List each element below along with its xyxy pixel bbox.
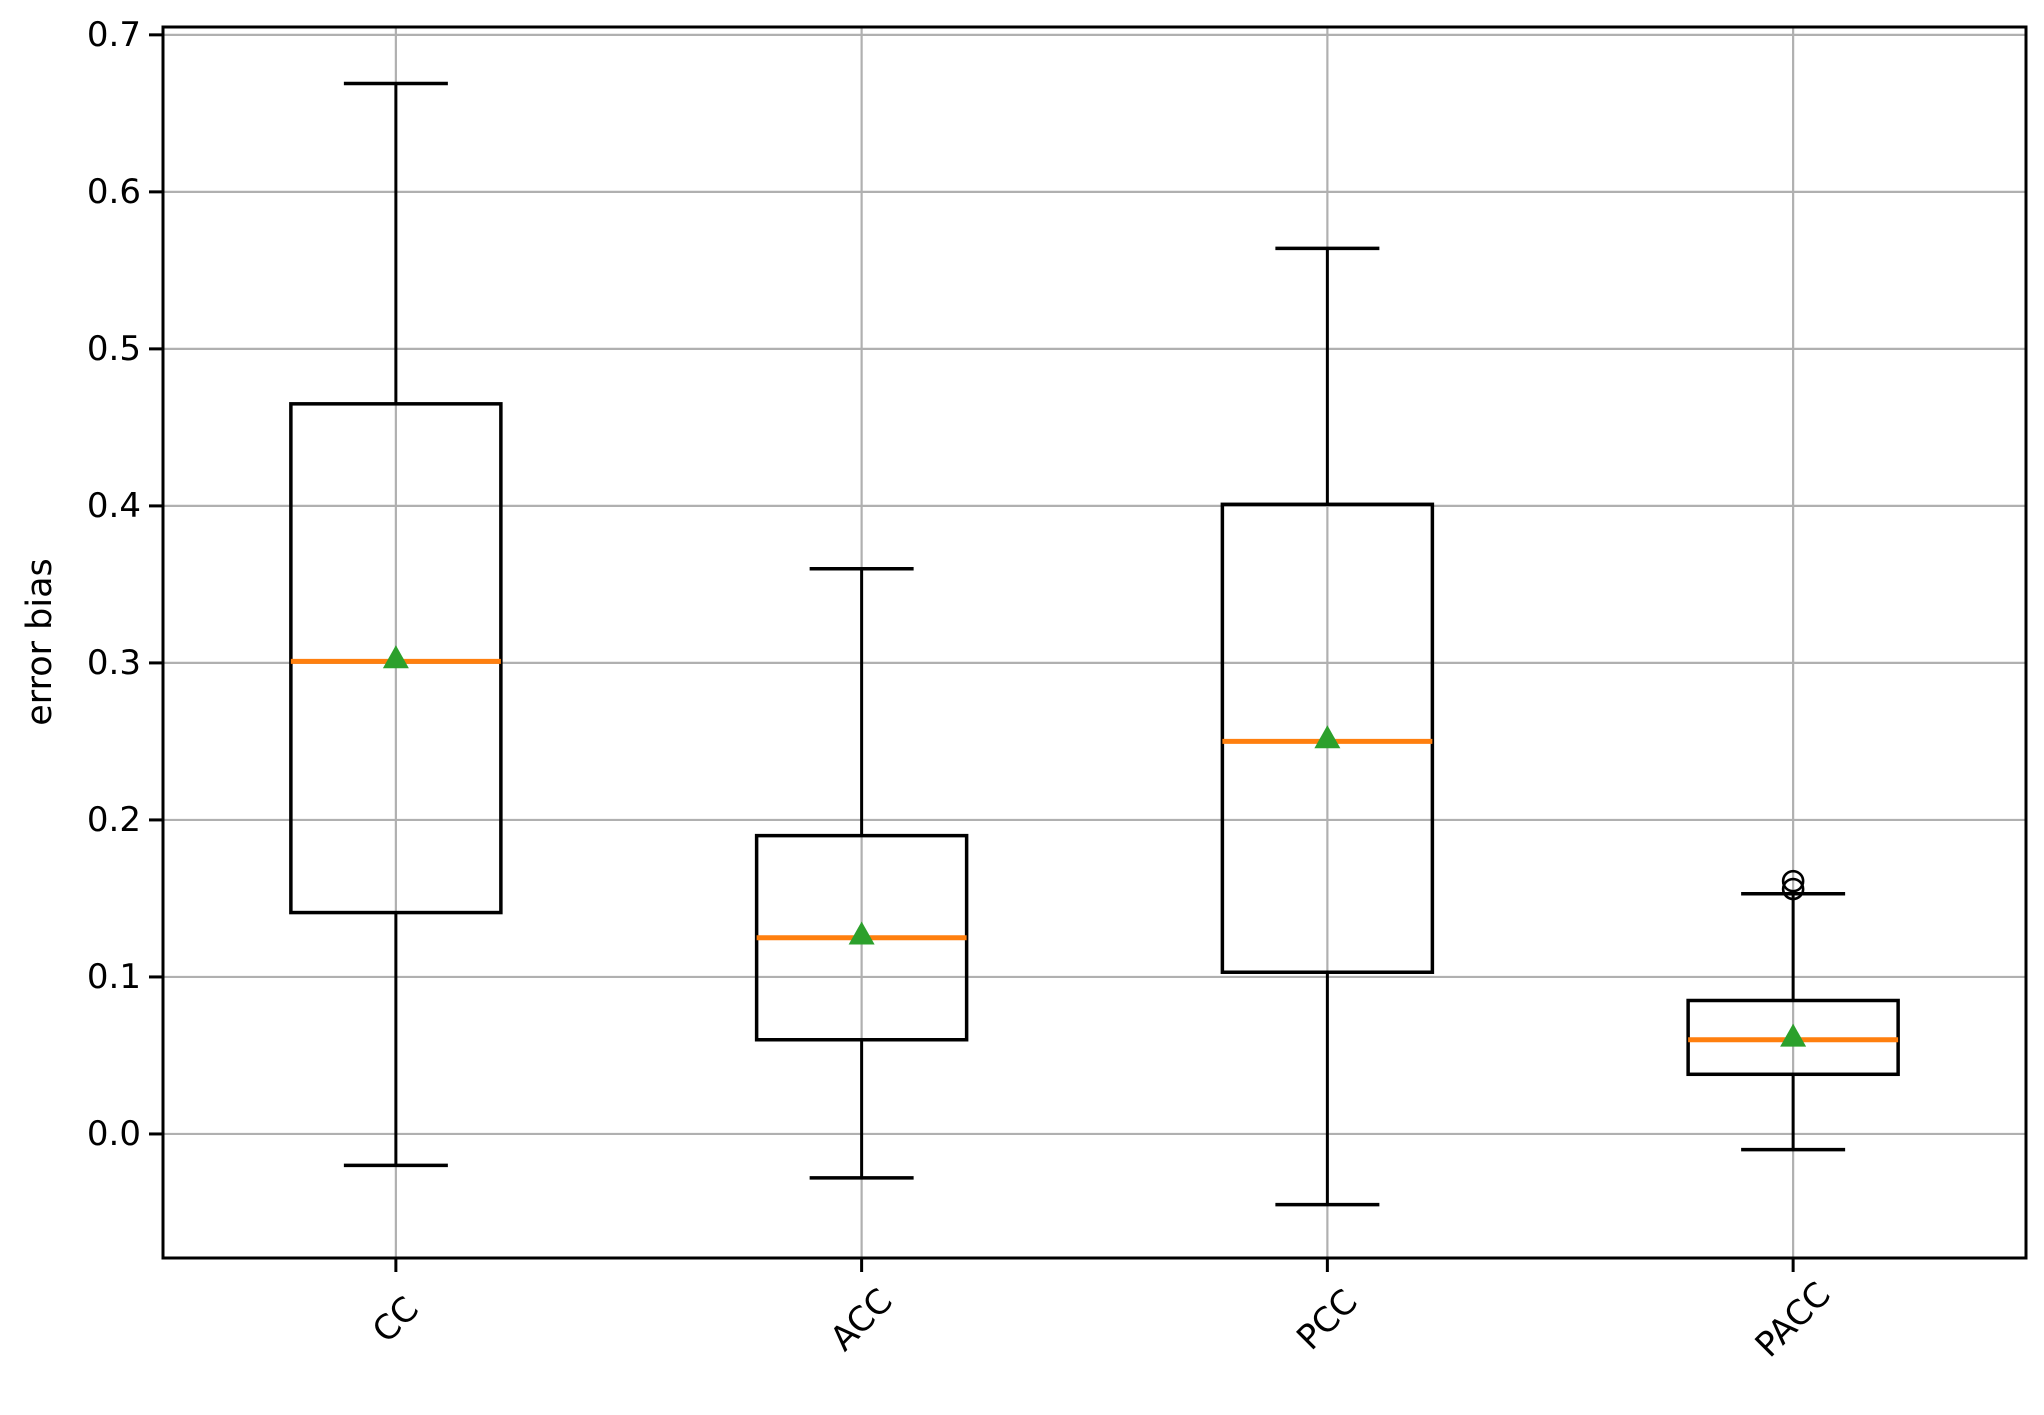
mean-marker xyxy=(1780,1023,1807,1047)
x-tick-label: CC xyxy=(365,1289,427,1351)
y-tick-label: 0.2 xyxy=(87,800,141,840)
box-ACC xyxy=(754,566,969,1180)
y-tick-label: 0.7 xyxy=(87,15,141,55)
x-tick-label: ACC xyxy=(823,1281,901,1359)
outlier-point xyxy=(1781,877,1805,901)
mean-marker xyxy=(382,645,409,669)
y-tick-label: 0.1 xyxy=(87,957,141,997)
mean-marker xyxy=(848,921,875,945)
y-tick-label: 0.0 xyxy=(87,1114,141,1154)
outlier-point xyxy=(1781,869,1805,893)
mean-marker xyxy=(1314,725,1341,749)
x-tick-label: PACC xyxy=(1748,1275,1839,1366)
iqr-box xyxy=(1220,502,1435,974)
data-layer xyxy=(289,81,1900,1207)
box-CC xyxy=(289,81,503,1168)
box-PCC xyxy=(1220,246,1435,1207)
iqr-box xyxy=(289,402,503,915)
y-tick-label: 0.4 xyxy=(87,486,141,526)
axis-layer: 0.0 0.1 0.2 0.3 0.4 0.5 0.6 0.7 CC ACC PCC PACC xyxy=(87,15,2028,1366)
y-tick-label: 0.3 xyxy=(87,643,141,683)
plot-spines xyxy=(161,25,2028,1260)
x-tick-label: PCC xyxy=(1289,1282,1365,1358)
box-PACC xyxy=(1686,869,1900,1152)
y-tick-label: 0.5 xyxy=(87,329,141,369)
y-tick-label: 0.6 xyxy=(87,172,141,212)
y-axis-title: error bias xyxy=(20,558,60,725)
